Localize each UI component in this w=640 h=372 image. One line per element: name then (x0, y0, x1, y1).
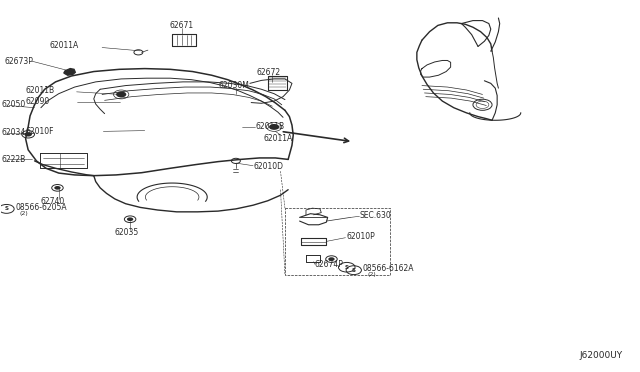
Circle shape (116, 92, 126, 97)
Circle shape (54, 186, 61, 190)
Text: S: S (352, 268, 356, 273)
Text: 62674P: 62674P (315, 260, 344, 269)
Text: 62035: 62035 (115, 228, 139, 237)
Polygon shape (64, 68, 76, 75)
Text: 62011A: 62011A (49, 41, 79, 50)
Text: 62034: 62034 (1, 128, 26, 137)
Text: 62090: 62090 (26, 97, 50, 106)
Text: 62011B: 62011B (26, 86, 55, 95)
Text: S: S (345, 265, 349, 270)
Text: 08566-6205A: 08566-6205A (15, 203, 67, 212)
Text: 62671: 62671 (170, 21, 194, 30)
Circle shape (24, 132, 32, 137)
Text: S: S (4, 206, 8, 211)
Text: 08566-6162A: 08566-6162A (363, 264, 414, 273)
Text: 62673P: 62673P (4, 57, 33, 66)
Text: 62011B: 62011B (255, 122, 284, 131)
Text: (2): (2) (19, 211, 28, 216)
Text: 62030M: 62030M (218, 81, 249, 90)
Text: 62010D: 62010D (253, 162, 284, 171)
Text: 62672: 62672 (256, 68, 280, 77)
Text: 62010P: 62010P (347, 232, 376, 241)
Text: SEC.630: SEC.630 (360, 211, 391, 220)
Text: 62050: 62050 (1, 100, 26, 109)
Text: (2): (2) (368, 272, 376, 277)
Text: 62740: 62740 (41, 197, 65, 206)
Text: 6222B: 6222B (1, 155, 26, 164)
Text: J62000UY: J62000UY (580, 351, 623, 360)
Circle shape (269, 124, 279, 130)
Circle shape (127, 217, 133, 221)
Circle shape (328, 257, 335, 261)
Text: 62010F: 62010F (26, 127, 54, 136)
Text: 62011A: 62011A (264, 134, 293, 142)
